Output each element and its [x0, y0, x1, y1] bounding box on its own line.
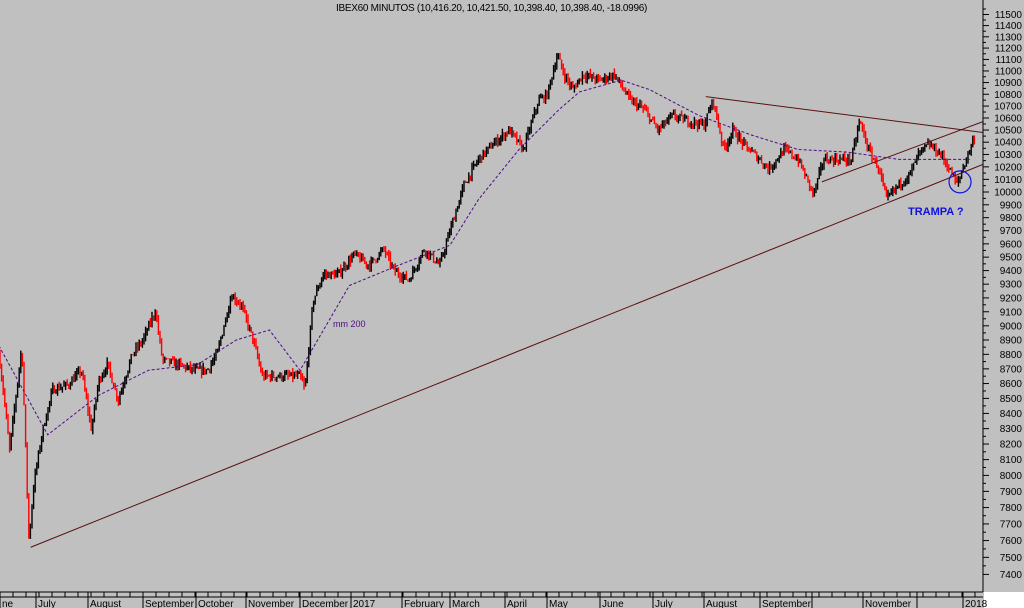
ma200-label: mm 200 [333, 319, 366, 329]
y-tick-label: 11300 [995, 32, 1023, 43]
y-tick-label: 9800 [1000, 213, 1023, 224]
y-tick-label: 8100 [1000, 455, 1023, 466]
price-bars [0, 52, 976, 539]
y-tick-label: 9000 [1000, 321, 1023, 332]
x-tick-label: July [655, 599, 673, 608]
y-tick-label: 7700 [1000, 519, 1023, 530]
y-tick-label: 10600 [994, 113, 1022, 124]
ma200-line: mm 200 [0, 79, 970, 436]
x-tick-label: May [549, 599, 568, 608]
y-tick-label: 10700 [994, 102, 1022, 113]
y-tick-label: 8200 [1000, 440, 1023, 451]
annotation-circle [948, 170, 972, 194]
x-tick-label: September [145, 599, 195, 608]
y-tick-label: 7600 [1000, 536, 1023, 547]
x-tick-label: July [38, 599, 56, 608]
ma200-polyline [0, 79, 970, 436]
y-tick-label: 9100 [1000, 307, 1023, 318]
x-tick-label: 2017 [353, 599, 376, 608]
annotation-text: TRAMPA ? [908, 206, 964, 218]
x-tick-label: November [248, 599, 295, 608]
y-tick-label: 9700 [1000, 226, 1023, 237]
x-tick-label: December [302, 599, 349, 608]
y-tick-label: 11400 [995, 21, 1023, 32]
corner [984, 592, 1024, 608]
y-tick-label: 10800 [994, 90, 1022, 101]
y-tick-label: 7400 [1000, 570, 1023, 581]
y-tick-label: 8500 [1000, 394, 1023, 405]
trendline [705, 96, 984, 133]
y-tick-label: 10500 [994, 126, 1022, 137]
y-tick-label: 11100 [996, 55, 1023, 66]
y-tick-label: 8700 [1000, 364, 1023, 375]
y-tick-label: 7500 [1000, 553, 1023, 564]
x-tick-label: April [507, 599, 527, 608]
y-tick-label: 10100 [994, 175, 1022, 186]
y-tick-label: 8000 [1000, 471, 1023, 482]
y-tick-label: 10300 [994, 150, 1022, 161]
y-tick-label: 7800 [1000, 503, 1023, 514]
y-tick-label: 8400 [1000, 409, 1023, 420]
y-tick-label: 10000 [994, 188, 1022, 199]
trendline [30, 163, 984, 548]
y-tick-label: 8300 [1000, 424, 1023, 435]
x-axis: ne July August September October November Dece… [0, 591, 988, 608]
y-tick-label: 10900 [994, 78, 1022, 89]
x-tick-label: October [198, 599, 234, 608]
x-tick-label: 2018 [965, 599, 988, 608]
y-tick-label: 8900 [1000, 335, 1023, 346]
y-tick-label: 11500 [995, 10, 1023, 21]
x-tick-label: June [602, 599, 624, 608]
x-tick-label: ne [2, 599, 14, 608]
annotations: TRAMPA ? [908, 170, 972, 218]
x-tick-label: August [706, 599, 737, 608]
y-tick-label: 11000 [995, 66, 1023, 77]
x-tick-label: February [404, 599, 444, 608]
y-tick-label: 11200 [995, 44, 1023, 55]
chart-title: IBEX60 MINUTOS (10,416.20, 10,421.50, 10… [335, 3, 647, 14]
y-tick-label: 10200 [994, 162, 1022, 173]
x-tick-label: March [452, 599, 480, 608]
trendlines [30, 96, 984, 548]
y-tick-label: 8600 [1000, 379, 1023, 390]
y-tick-label: 9200 [1000, 293, 1023, 304]
y-tick-label: 8800 [1000, 350, 1023, 361]
x-tick-label: September [762, 599, 812, 608]
y-tick-label: 9300 [1000, 280, 1023, 291]
y-tick-label: 9900 [1000, 200, 1023, 211]
y-axis: 7400 7500 7600 7700 7800 7900 8000 8100 8200 8300… [982, 0, 1024, 608]
y-tick-label: 9500 [1000, 253, 1023, 264]
y-tick-label: 9600 [1000, 239, 1023, 250]
x-tick-label: August [90, 599, 121, 608]
y-tick-label: 9400 [1000, 266, 1023, 277]
x-tick-label: November [865, 599, 912, 608]
trendline [821, 121, 984, 183]
y-tick-label: 7900 [1000, 487, 1023, 498]
y-tick-label: 10400 [994, 138, 1022, 149]
